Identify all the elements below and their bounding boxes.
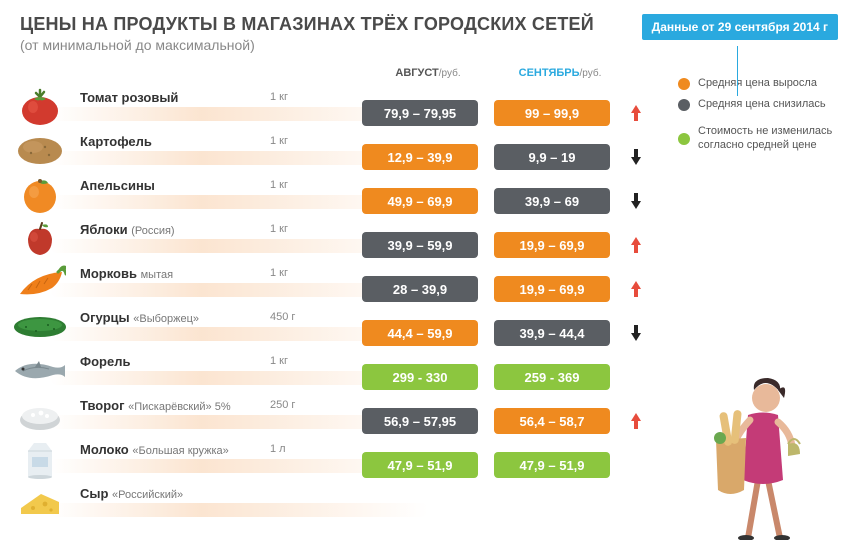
price-pill-september: 39,9 – 69	[494, 188, 610, 214]
product-unit: 450 г	[270, 311, 362, 323]
column-header-august: АВГУСТ/руб.	[370, 67, 486, 79]
legend-dot-green	[678, 133, 690, 145]
price-pill-september: 9,9 – 19	[494, 144, 610, 170]
product-name: Форель	[80, 354, 270, 369]
table-row: Морковь мытая1 кг28 – 39,9 19,9 – 69,9	[0, 261, 658, 305]
table-row: Форель1 кг299 - 330 259 - 369	[0, 349, 658, 393]
product-unit: 1 кг	[270, 355, 362, 367]
price-pill-august: 44,4 – 59,9	[362, 320, 478, 346]
price-table: АВГУСТ/руб. СЕНТЯБРЬ/руб. Томат розовый1…	[0, 67, 658, 525]
arrow-down-icon	[626, 323, 646, 343]
arrow-down-icon	[626, 147, 646, 167]
table-row: Огурцы «Выборжец»450 г44,4 – 59,9 39,9 – …	[0, 305, 658, 349]
price-pill-september: 259 - 369	[494, 364, 610, 390]
legend-label-same: Стоимость не изменилась согласно средней…	[698, 125, 838, 151]
price-pill-august: 56,9 – 57,95	[362, 408, 478, 434]
arrow-up-icon	[626, 279, 646, 299]
fish-icon	[0, 357, 80, 385]
table-row: Сыр «Российский»	[0, 481, 658, 525]
table-row: Творог «Пискарёвский» 5%250 г56,9 – 57,9…	[0, 393, 658, 437]
product-name: Томат розовый	[80, 90, 270, 105]
legend-label-up: Средняя цена выросла	[698, 77, 817, 90]
product-name: Молоко «Большая кружка»	[80, 442, 270, 457]
arrow-up-icon	[626, 411, 646, 431]
arrow-up-icon	[626, 235, 646, 255]
shopper-illustration	[688, 320, 838, 540]
page-title: ЦЕНЫ НА ПРОДУКТЫ В МАГАЗИНАХ ТРЁХ ГОРОДС…	[20, 14, 594, 35]
product-name: Морковь мытая	[80, 266, 270, 281]
product-unit: 1 кг	[270, 179, 362, 191]
table-row: Яблоки (Россия)1 кг39,9 – 59,9 19,9 – 69,…	[0, 217, 658, 261]
price-pill-august: 39,9 – 59,9	[362, 232, 478, 258]
price-pill-august: 28 – 39,9	[362, 276, 478, 302]
price-pill-august: 47,9 – 51,9	[362, 452, 478, 478]
product-name: Апельсины	[80, 178, 270, 193]
page-subtitle: (от минимальной до максимальной)	[20, 37, 594, 53]
product-unit: 250 г	[270, 399, 362, 411]
tomato-icon	[0, 87, 80, 127]
price-pill-september: 19,9 – 69,9	[494, 232, 610, 258]
arrow-up-icon	[626, 103, 646, 123]
price-pill-september: 39,9 – 44,4	[494, 320, 610, 346]
product-unit: 1 кг	[270, 223, 362, 235]
date-connector-line	[737, 46, 738, 96]
apple-icon	[0, 219, 80, 259]
product-name: Огурцы «Выборжец»	[80, 310, 270, 325]
product-name: Картофель	[80, 134, 270, 149]
orange-icon	[0, 175, 80, 215]
price-pill-september: 99 – 99,9	[494, 100, 610, 126]
product-name: Сыр «Российский»	[80, 486, 270, 501]
arrow-down-icon	[626, 191, 646, 211]
potato-icon	[0, 133, 80, 169]
table-row: Картофель1 кг12,9 – 39,9 9,9 – 19	[0, 129, 658, 173]
column-header-september: СЕНТЯБРЬ/руб.	[502, 67, 618, 79]
product-name: Творог «Пискарёвский» 5%	[80, 398, 270, 413]
product-unit: 1 кг	[270, 267, 362, 279]
product-unit: 1 кг	[270, 135, 362, 147]
product-unit: 1 кг	[270, 91, 362, 103]
milk-icon	[0, 437, 80, 481]
cucumber-icon	[0, 313, 80, 341]
price-pill-august: 49,9 – 69,9	[362, 188, 478, 214]
price-pill-august: 299 - 330	[362, 364, 478, 390]
curd-icon	[0, 398, 80, 432]
price-pill-august: 79,9 – 79,95	[362, 100, 478, 126]
price-pill-august: 12,9 – 39,9	[362, 144, 478, 170]
carrot-icon	[0, 264, 80, 302]
product-unit: 1 л	[270, 443, 362, 455]
cheese-icon	[0, 488, 80, 518]
legend-label-down: Средняя цена снизилась	[698, 98, 826, 111]
price-pill-september: 19,9 – 69,9	[494, 276, 610, 302]
table-row: Молоко «Большая кружка»1 л47,9 – 51,947,…	[0, 437, 658, 481]
legend-dot-grey	[678, 99, 690, 111]
table-row: Апельсины1 кг49,9 – 69,9 39,9 – 69	[0, 173, 658, 217]
product-name: Яблоки (Россия)	[80, 222, 270, 237]
price-pill-september: 47,9 – 51,9	[494, 452, 610, 478]
legend-dot-orange	[678, 78, 690, 90]
price-pill-september: 56,4 – 58,7	[494, 408, 610, 434]
date-badge: Данные от 29 сентября 2014 г	[642, 14, 838, 40]
table-row: Томат розовый1 кг79,9 – 79,95 99 – 99,9	[0, 85, 658, 129]
